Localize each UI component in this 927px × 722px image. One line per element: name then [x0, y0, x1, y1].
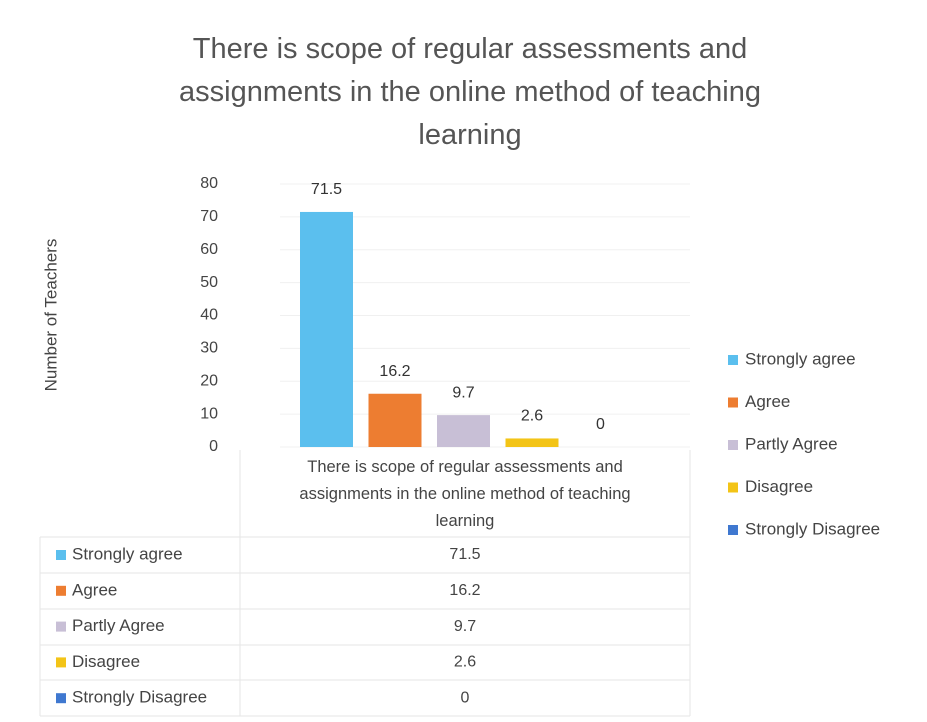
data-label: 71.5 [311, 181, 342, 198]
legend-label: Strongly agree [745, 349, 856, 368]
table-swatch [56, 693, 66, 704]
y-tick-label: 10 [200, 405, 218, 422]
table-name: Partly Agree [72, 616, 165, 635]
table-value: 0 [461, 689, 470, 706]
legend-label: Strongly Disagree [745, 519, 880, 538]
y-tick-label: 40 [200, 307, 218, 324]
table-name: Disagree [72, 652, 140, 671]
legend-label: Agree [745, 392, 790, 411]
table-value: 16.2 [449, 582, 480, 599]
y-tick-label: 20 [200, 372, 218, 389]
y-tick-label: 50 [200, 274, 218, 291]
table-value: 9.7 [454, 618, 476, 635]
y-tick-label: 30 [200, 340, 218, 357]
legend-swatch [728, 482, 738, 493]
legend-swatch [728, 525, 738, 535]
y-tick-label: 70 [200, 208, 218, 225]
bar [437, 415, 490, 447]
bar [505, 438, 559, 447]
chart-title: There is scope of regular assessments an… [179, 33, 761, 151]
table-name: Strongly agree [72, 544, 183, 563]
table-swatch [56, 657, 66, 668]
y-axis-label: Number of Teachers [41, 239, 60, 392]
data-label: 2.6 [521, 408, 543, 425]
table-value: 2.6 [454, 654, 476, 671]
table-swatch [56, 621, 66, 632]
y-tick-label: 0 [209, 438, 218, 455]
data-label: 16.2 [379, 363, 410, 380]
table-swatch [56, 585, 66, 596]
data-label: 0 [596, 416, 605, 433]
table-swatch [56, 550, 66, 560]
legend-label: Partly Agree [745, 434, 838, 453]
legend-swatch [728, 355, 738, 365]
bar [368, 393, 422, 447]
table-name: Strongly Disagree [72, 688, 207, 707]
bar [300, 211, 353, 447]
y-tick-label: 80 [200, 175, 218, 192]
legend-swatch [728, 397, 738, 408]
data-label: 9.7 [452, 384, 474, 401]
table-name: Agree [72, 580, 117, 599]
y-tick-label: 60 [200, 241, 218, 258]
legend-swatch [728, 440, 738, 450]
category-label: There is scope of regular assessments an… [299, 458, 631, 530]
legend-label: Disagree [745, 477, 813, 496]
table-value: 71.5 [449, 546, 480, 563]
